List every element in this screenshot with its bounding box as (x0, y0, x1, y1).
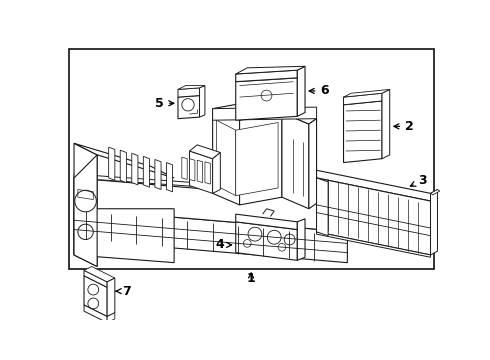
Polygon shape (317, 170, 431, 201)
Polygon shape (213, 101, 282, 120)
Polygon shape (84, 266, 115, 282)
Polygon shape (155, 159, 161, 189)
Polygon shape (74, 209, 174, 263)
Polygon shape (343, 93, 382, 105)
Polygon shape (205, 162, 210, 184)
Polygon shape (317, 178, 431, 255)
Polygon shape (74, 178, 347, 232)
Polygon shape (213, 109, 240, 205)
Polygon shape (178, 95, 199, 119)
Text: 3: 3 (411, 174, 427, 187)
Polygon shape (132, 153, 138, 185)
Polygon shape (317, 232, 431, 257)
Polygon shape (197, 160, 203, 183)
Polygon shape (343, 89, 390, 97)
Polygon shape (431, 189, 438, 255)
Polygon shape (107, 278, 115, 316)
Polygon shape (236, 214, 297, 230)
Polygon shape (78, 189, 93, 199)
Polygon shape (431, 189, 440, 195)
Polygon shape (182, 157, 187, 180)
Polygon shape (74, 155, 97, 266)
Polygon shape (199, 86, 205, 117)
Polygon shape (74, 143, 97, 266)
Polygon shape (297, 219, 305, 260)
Polygon shape (282, 112, 309, 209)
Polygon shape (213, 153, 220, 193)
Polygon shape (74, 174, 347, 197)
Polygon shape (240, 112, 282, 205)
Polygon shape (120, 150, 126, 183)
Polygon shape (282, 107, 317, 124)
Polygon shape (107, 313, 115, 323)
Polygon shape (236, 122, 278, 195)
Polygon shape (236, 66, 305, 74)
Polygon shape (84, 276, 107, 316)
Polygon shape (297, 66, 305, 116)
Polygon shape (236, 70, 297, 82)
Text: 5: 5 (155, 97, 174, 110)
Polygon shape (190, 145, 220, 159)
Polygon shape (309, 119, 317, 209)
Polygon shape (217, 120, 236, 195)
Polygon shape (382, 89, 390, 159)
Polygon shape (74, 143, 174, 178)
Bar (69, 49, 434, 269)
Polygon shape (178, 86, 205, 89)
Polygon shape (143, 156, 149, 187)
Text: 2: 2 (394, 120, 414, 133)
Text: 6: 6 (309, 85, 329, 98)
Text: 1: 1 (247, 271, 255, 284)
Polygon shape (317, 178, 328, 236)
Polygon shape (236, 78, 297, 120)
Polygon shape (167, 163, 172, 192)
Polygon shape (178, 88, 199, 97)
Polygon shape (84, 305, 107, 323)
Polygon shape (74, 209, 347, 263)
Polygon shape (343, 101, 382, 163)
Polygon shape (213, 107, 317, 120)
Polygon shape (190, 151, 213, 193)
Polygon shape (190, 159, 195, 181)
Text: 7: 7 (116, 285, 131, 298)
Polygon shape (84, 270, 107, 287)
Polygon shape (236, 222, 297, 260)
Text: 4: 4 (216, 238, 232, 251)
Polygon shape (109, 147, 115, 180)
